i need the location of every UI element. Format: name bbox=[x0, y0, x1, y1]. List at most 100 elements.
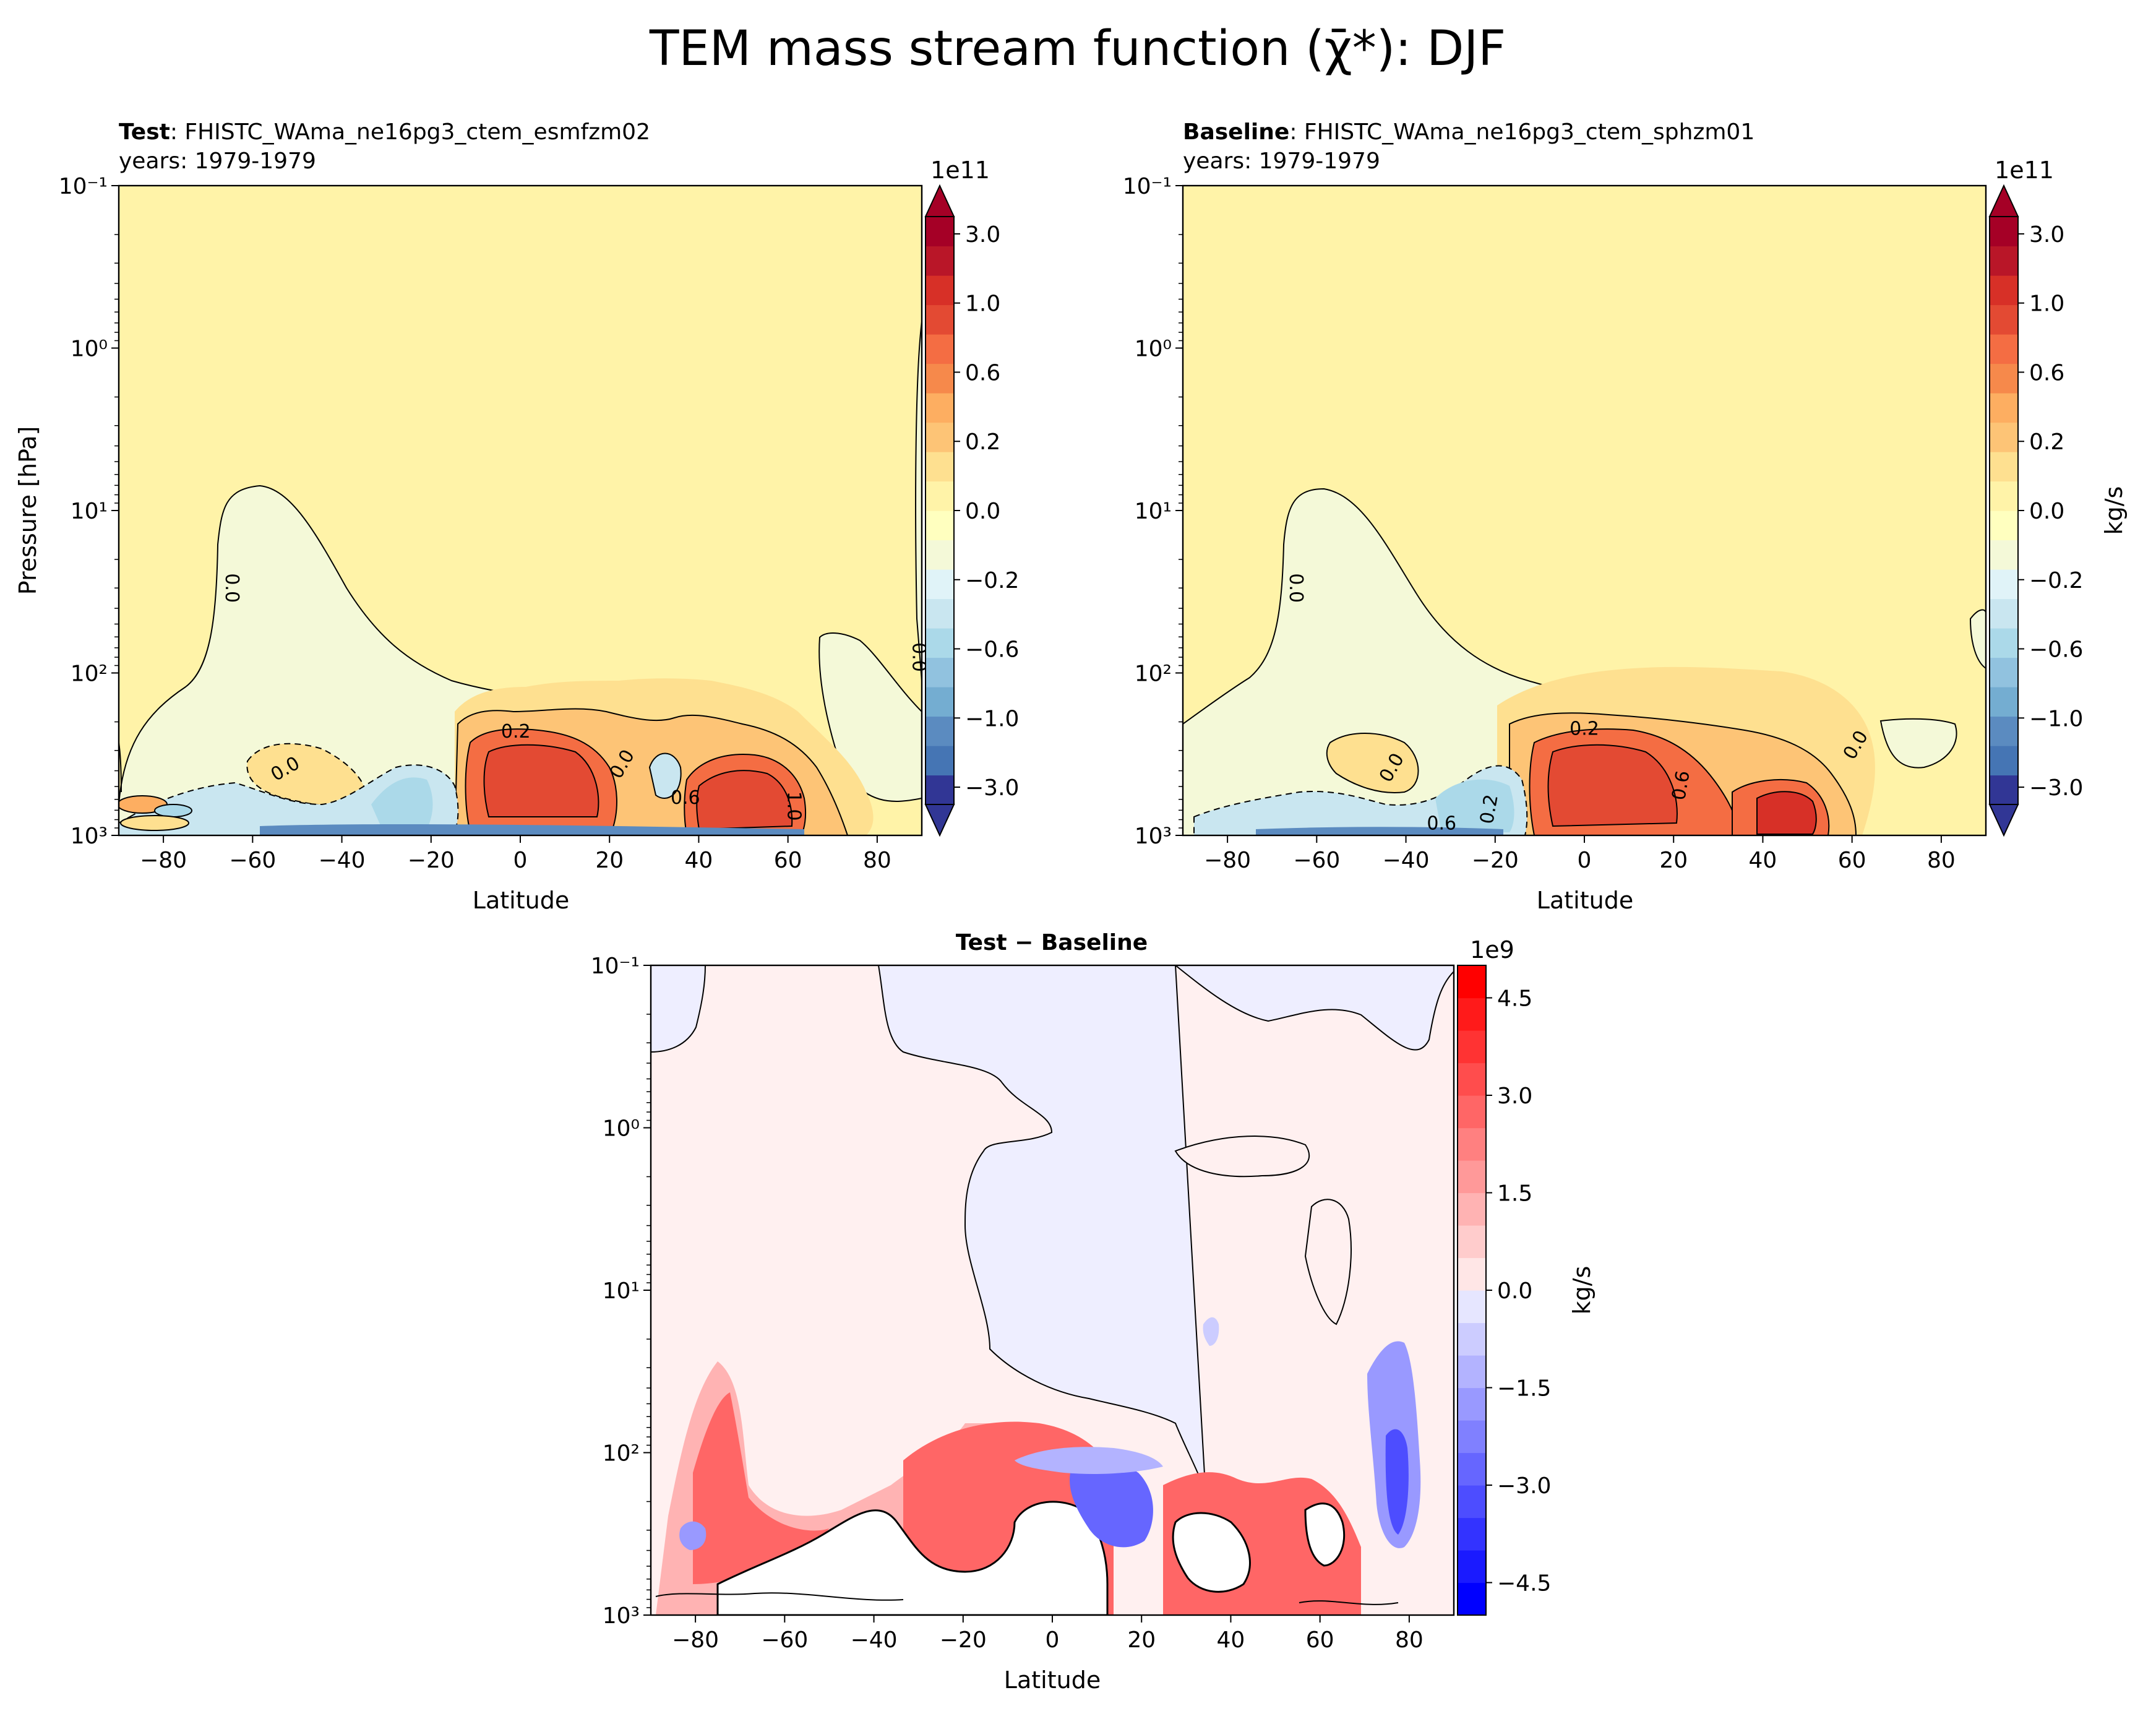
colorbar-segment bbox=[926, 716, 954, 746]
colorbar-tick-label: 1.5 bbox=[1497, 1181, 1532, 1207]
test-nh-cell-core bbox=[696, 770, 793, 830]
contour-label: 0.6 bbox=[1427, 812, 1456, 834]
baseline-label-rest: : FHISTC_WAma_ne16pg3_ctem_sphzm01 bbox=[1289, 119, 1754, 145]
colorbar-segment bbox=[926, 452, 954, 482]
contour-label: 0.0 bbox=[221, 573, 243, 603]
baseline-sh-warm-lobe bbox=[1326, 733, 1419, 793]
colorbar-segment bbox=[926, 657, 954, 687]
ytick-label: 10⁰ bbox=[1135, 337, 1172, 362]
colorbar-segment bbox=[926, 334, 954, 364]
baseline-nh-pale-region bbox=[1879, 718, 1957, 769]
baseline-yaxis: 10⁻¹ 10⁰ 10¹ 10² 10³ bbox=[1123, 174, 1183, 849]
colorbar-segment bbox=[1990, 393, 2018, 423]
colorbar-segment bbox=[1990, 246, 2018, 276]
diff-yaxis: 10⁻¹ 10⁰ 10¹ 10² 10³ bbox=[591, 954, 651, 1629]
colorbar-segment bbox=[1990, 422, 2018, 452]
colorbar-tick-label: −1.5 bbox=[1497, 1376, 1551, 1402]
test-xlabel: Latitude bbox=[473, 887, 569, 914]
contour-label: 0.0 bbox=[1285, 573, 1307, 603]
colorbar-segment bbox=[1458, 1550, 1486, 1584]
test-label-bold: Test bbox=[119, 119, 170, 145]
colorbar-tick-label: 4.5 bbox=[1497, 986, 1532, 1012]
xtick-label: 60 bbox=[1306, 1627, 1334, 1653]
xtick-label: 80 bbox=[1395, 1627, 1424, 1653]
diff-colorbar: 4.5 3.0 1.5 0.0 −1.5 −3.0 −4.5 1e9 kg/s bbox=[1457, 936, 1596, 1616]
colorbar-tick-label: 3.0 bbox=[2029, 222, 2064, 248]
xtick-label: 40 bbox=[685, 848, 713, 873]
colorbar-segment bbox=[1458, 1582, 1486, 1616]
colorbar-tick-label: 0.0 bbox=[1497, 1278, 1532, 1304]
ytick-label: 10³ bbox=[603, 1603, 640, 1629]
colorbar-extend-max bbox=[1988, 184, 2019, 217]
colorbar-segment bbox=[1990, 746, 2018, 776]
diff-xaxis: −80 −60 −40 −20 0 20 40 60 80 bbox=[672, 1615, 1424, 1653]
colorbar-segment bbox=[1458, 1192, 1486, 1226]
colorbar-label: kg/s bbox=[1568, 1266, 1596, 1315]
baseline-sh-negative-core bbox=[1435, 779, 1514, 832]
colorbar-extend-min bbox=[924, 804, 955, 837]
colorbar-segment bbox=[1458, 1452, 1486, 1486]
colorbar-segment bbox=[1990, 716, 2018, 746]
xtick-label: 20 bbox=[1659, 848, 1688, 873]
test-tropical-cell-core bbox=[483, 744, 599, 817]
xtick-label: 80 bbox=[1927, 848, 1956, 873]
colorbar-segment bbox=[1458, 965, 1486, 999]
colorbar-extend-max bbox=[924, 184, 955, 217]
test-sh-negative-region bbox=[119, 764, 459, 835]
colorbar-segment bbox=[926, 687, 954, 717]
colorbar-tick-label: 0.6 bbox=[2029, 360, 2064, 386]
test-xaxis: −80 −60 −40 −20 0 20 40 60 80 bbox=[140, 835, 891, 873]
colorbar-tick-label: −3.0 bbox=[2029, 775, 2083, 801]
xtick-label: −80 bbox=[1204, 848, 1251, 873]
xtick-label: −60 bbox=[1293, 848, 1340, 873]
colorbar-segment bbox=[926, 628, 954, 658]
colorbar-tick-label: 3.0 bbox=[1497, 1084, 1532, 1109]
xtick-label: 20 bbox=[1127, 1627, 1156, 1653]
xtick-label: 80 bbox=[863, 848, 891, 873]
baseline-colorbar: 3.0 1.0 0.6 0.2 0.0 −0.2 −0.6 −1.0 −3.0 1e11 kg/s bbox=[1988, 157, 2128, 837]
colorbar-extend-min bbox=[1988, 804, 2019, 837]
colorbar-segment bbox=[1458, 998, 1486, 1031]
baseline-tropical-cell-core bbox=[1547, 744, 1678, 827]
colorbar-segment bbox=[1458, 1290, 1486, 1324]
colorbar-segment bbox=[1990, 334, 2018, 364]
colorbar-segment bbox=[1458, 1257, 1486, 1291]
ytick-label: 10⁰ bbox=[603, 1116, 640, 1142]
colorbar-segment bbox=[1990, 481, 2018, 511]
colorbar-segment bbox=[926, 511, 954, 541]
colorbar-segment bbox=[1990, 657, 2018, 687]
figure-title: TEM mass stream function (χ̄*): DJF bbox=[649, 21, 1506, 77]
colorbar-segment bbox=[926, 217, 954, 247]
colorbar-segment bbox=[1990, 217, 2018, 247]
panel-baseline: Baseline: FHISTC_WAma_ne16pg3_ctem_sphzm… bbox=[1123, 119, 2128, 914]
colorbar-tick-label: −0.2 bbox=[965, 568, 1019, 593]
colorbar-segment bbox=[1990, 775, 2018, 805]
colorbar-segment bbox=[1990, 275, 2018, 306]
colorbar-segment bbox=[926, 363, 954, 394]
test-right-edge-band bbox=[915, 321, 922, 681]
colorbar-offset: 1e11 bbox=[1995, 157, 2054, 184]
xtick-label: −60 bbox=[229, 848, 276, 873]
ytick-label: 10⁻¹ bbox=[591, 954, 640, 979]
test-yaxis: 10⁻¹ 10⁰ 10¹ 10² 10³ bbox=[59, 174, 119, 849]
test-colorbar: 3.0 1.0 0.6 0.2 0.0 −0.2 −0.6 −1.0 −3.0 1e11 bbox=[924, 157, 1019, 837]
colorbar-segment bbox=[1990, 598, 2018, 629]
colorbar-segment bbox=[1458, 1420, 1486, 1454]
colorbar-segment bbox=[1990, 687, 2018, 717]
colorbar-tick-label: 0.0 bbox=[2029, 499, 2064, 524]
baseline-xaxis: −80 −60 −40 −20 0 20 40 60 80 bbox=[1204, 835, 1956, 873]
xtick-label: 40 bbox=[1749, 848, 1777, 873]
xtick-label: 0 bbox=[1578, 848, 1592, 873]
colorbar-segment bbox=[926, 481, 954, 511]
test-polar-noise bbox=[119, 752, 682, 831]
xtick-label: −80 bbox=[140, 848, 187, 873]
xtick-label: 40 bbox=[1217, 1627, 1245, 1653]
xtick-label: −20 bbox=[940, 1627, 987, 1653]
baseline-xlabel: Latitude bbox=[1537, 887, 1633, 914]
panel-test: Test: FHISTC_WAma_ne16pg3_ctem_esmfzm02 … bbox=[14, 119, 1019, 914]
colorbar-segment bbox=[1458, 1355, 1486, 1389]
colorbar-segment bbox=[1458, 1387, 1486, 1421]
diff-saturated-white-island bbox=[1172, 1512, 1251, 1593]
colorbar-tick-label: −0.6 bbox=[965, 637, 1019, 663]
xtick-label: −80 bbox=[672, 1627, 719, 1653]
